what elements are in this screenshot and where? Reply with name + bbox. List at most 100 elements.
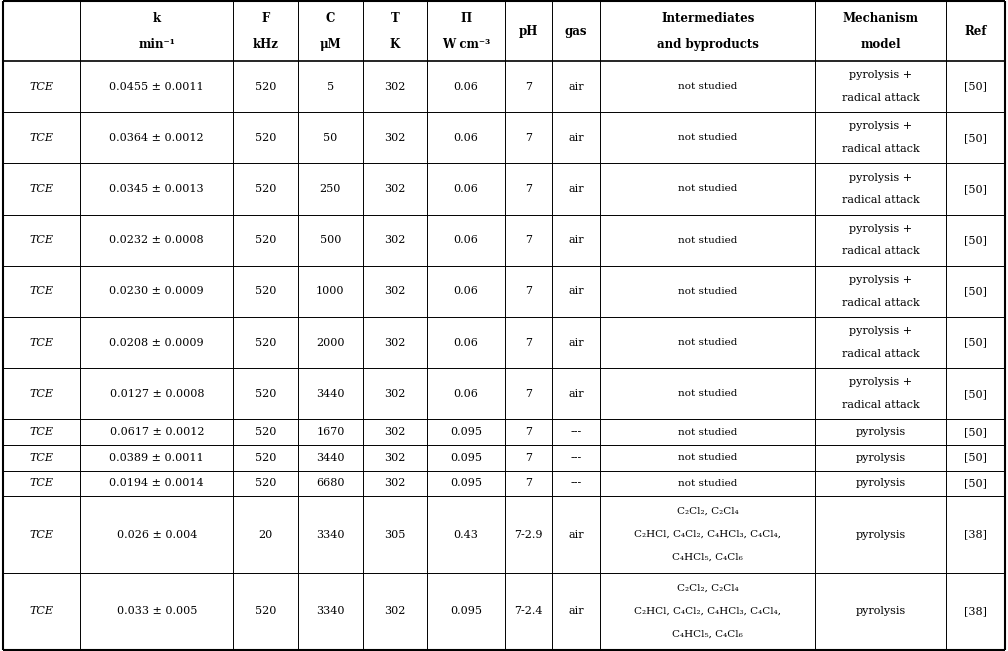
- Text: 302: 302: [384, 337, 406, 348]
- Text: 302: 302: [384, 452, 406, 463]
- Text: TCE: TCE: [29, 81, 53, 92]
- Text: [50]: [50]: [964, 389, 987, 398]
- Text: [38]: [38]: [964, 606, 987, 616]
- Text: air: air: [569, 529, 584, 540]
- Text: 302: 302: [384, 478, 406, 488]
- Text: 7: 7: [525, 427, 532, 437]
- Text: 1000: 1000: [317, 286, 345, 296]
- Text: TCE: TCE: [29, 529, 53, 540]
- Text: C₂HCl, C₄Cl₂, C₄HCl₃, C₄Cl₄,: C₂HCl, C₄Cl₂, C₄HCl₃, C₄Cl₄,: [634, 530, 781, 539]
- Text: C₂Cl₂, C₂Cl₄: C₂Cl₂, C₂Cl₄: [676, 584, 739, 593]
- Text: 0.0127 ± 0.0008: 0.0127 ± 0.0008: [110, 389, 204, 398]
- Text: 302: 302: [384, 235, 406, 245]
- Text: 50: 50: [324, 133, 338, 143]
- Text: air: air: [569, 81, 584, 92]
- Text: kHz: kHz: [253, 38, 278, 51]
- Text: 0.0230 ± 0.0009: 0.0230 ± 0.0009: [110, 286, 204, 296]
- Text: pyrolysis +: pyrolysis +: [849, 224, 912, 234]
- Text: 7: 7: [525, 286, 532, 296]
- Text: TCE: TCE: [29, 184, 53, 194]
- Text: k: k: [153, 12, 161, 25]
- Text: pyrolysis +: pyrolysis +: [849, 173, 912, 183]
- Text: pyrolysis +: pyrolysis +: [849, 378, 912, 387]
- Text: 0.06: 0.06: [454, 133, 479, 143]
- Text: air: air: [569, 184, 584, 194]
- Text: 3440: 3440: [317, 452, 345, 463]
- Text: [50]: [50]: [964, 235, 987, 245]
- Text: pyrolysis: pyrolysis: [856, 606, 906, 616]
- Text: pyrolysis: pyrolysis: [856, 478, 906, 488]
- Text: 302: 302: [384, 389, 406, 398]
- Text: air: air: [569, 235, 584, 245]
- Text: [38]: [38]: [964, 529, 987, 540]
- Text: 520: 520: [255, 81, 276, 92]
- Text: not studied: not studied: [678, 479, 738, 488]
- Text: 0.0364 ± 0.0012: 0.0364 ± 0.0012: [110, 133, 204, 143]
- Text: 0.43: 0.43: [454, 529, 479, 540]
- Text: air: air: [569, 286, 584, 296]
- Text: 3440: 3440: [317, 389, 345, 398]
- Text: pyrolysis +: pyrolysis +: [849, 275, 912, 285]
- Text: 7: 7: [525, 133, 532, 143]
- Text: W cm⁻³: W cm⁻³: [442, 38, 490, 51]
- Text: [50]: [50]: [964, 337, 987, 348]
- Text: 0.06: 0.06: [454, 235, 479, 245]
- Text: 6680: 6680: [317, 478, 345, 488]
- Text: 0.0208 ± 0.0009: 0.0208 ± 0.0009: [110, 337, 204, 348]
- Text: 7: 7: [525, 389, 532, 398]
- Text: 7: 7: [525, 81, 532, 92]
- Text: 0.095: 0.095: [450, 427, 482, 437]
- Text: 7: 7: [525, 337, 532, 348]
- Text: μM: μM: [320, 38, 341, 51]
- Text: C₄HCl₅, C₄Cl₆: C₄HCl₅, C₄Cl₆: [672, 630, 743, 639]
- Text: pyrolysis: pyrolysis: [856, 452, 906, 463]
- Text: air: air: [569, 606, 584, 616]
- Text: 0.06: 0.06: [454, 286, 479, 296]
- Text: 7: 7: [525, 184, 532, 194]
- Text: radical attack: radical attack: [842, 195, 919, 205]
- Text: 7: 7: [525, 452, 532, 463]
- Text: not studied: not studied: [678, 184, 738, 193]
- Text: TCE: TCE: [29, 389, 53, 398]
- Text: 302: 302: [384, 81, 406, 92]
- Text: TCE: TCE: [29, 452, 53, 463]
- Text: TCE: TCE: [29, 286, 53, 296]
- Text: radical attack: radical attack: [842, 298, 919, 307]
- Text: 520: 520: [255, 337, 276, 348]
- Text: 0.0455 ± 0.0011: 0.0455 ± 0.0011: [110, 81, 204, 92]
- Text: 302: 302: [384, 286, 406, 296]
- Text: 3340: 3340: [317, 529, 345, 540]
- Text: C: C: [326, 12, 335, 25]
- Text: 2000: 2000: [317, 337, 345, 348]
- Text: 0.095: 0.095: [450, 452, 482, 463]
- Text: pyrolysis: pyrolysis: [856, 529, 906, 540]
- Text: Ref: Ref: [965, 25, 987, 38]
- Text: not studied: not studied: [678, 236, 738, 245]
- Text: model: model: [861, 38, 901, 51]
- Text: 520: 520: [255, 235, 276, 245]
- Text: 7: 7: [525, 478, 532, 488]
- Text: C₂Cl₂, C₂Cl₄: C₂Cl₂, C₂Cl₄: [676, 507, 739, 516]
- Text: min⁻¹: min⁻¹: [138, 38, 175, 51]
- Text: 7: 7: [525, 235, 532, 245]
- Text: air: air: [569, 337, 584, 348]
- Text: TCE: TCE: [29, 337, 53, 348]
- Text: pyrolysis +: pyrolysis +: [849, 122, 912, 132]
- Text: 302: 302: [384, 427, 406, 437]
- Text: pH: pH: [519, 25, 538, 38]
- Text: ---: ---: [571, 452, 582, 463]
- Text: 1670: 1670: [317, 427, 345, 437]
- Text: [50]: [50]: [964, 184, 987, 194]
- Text: 0.06: 0.06: [454, 184, 479, 194]
- Text: 0.0232 ± 0.0008: 0.0232 ± 0.0008: [110, 235, 204, 245]
- Text: [50]: [50]: [964, 286, 987, 296]
- Text: pyrolysis +: pyrolysis +: [849, 70, 912, 80]
- Text: TCE: TCE: [29, 478, 53, 488]
- Text: [50]: [50]: [964, 427, 987, 437]
- Text: not studied: not studied: [678, 338, 738, 347]
- Text: [50]: [50]: [964, 81, 987, 92]
- Text: and byproducts: and byproducts: [657, 38, 759, 51]
- Text: 520: 520: [255, 452, 276, 463]
- Text: Mechanism: Mechanism: [843, 12, 918, 25]
- Text: 305: 305: [384, 529, 406, 540]
